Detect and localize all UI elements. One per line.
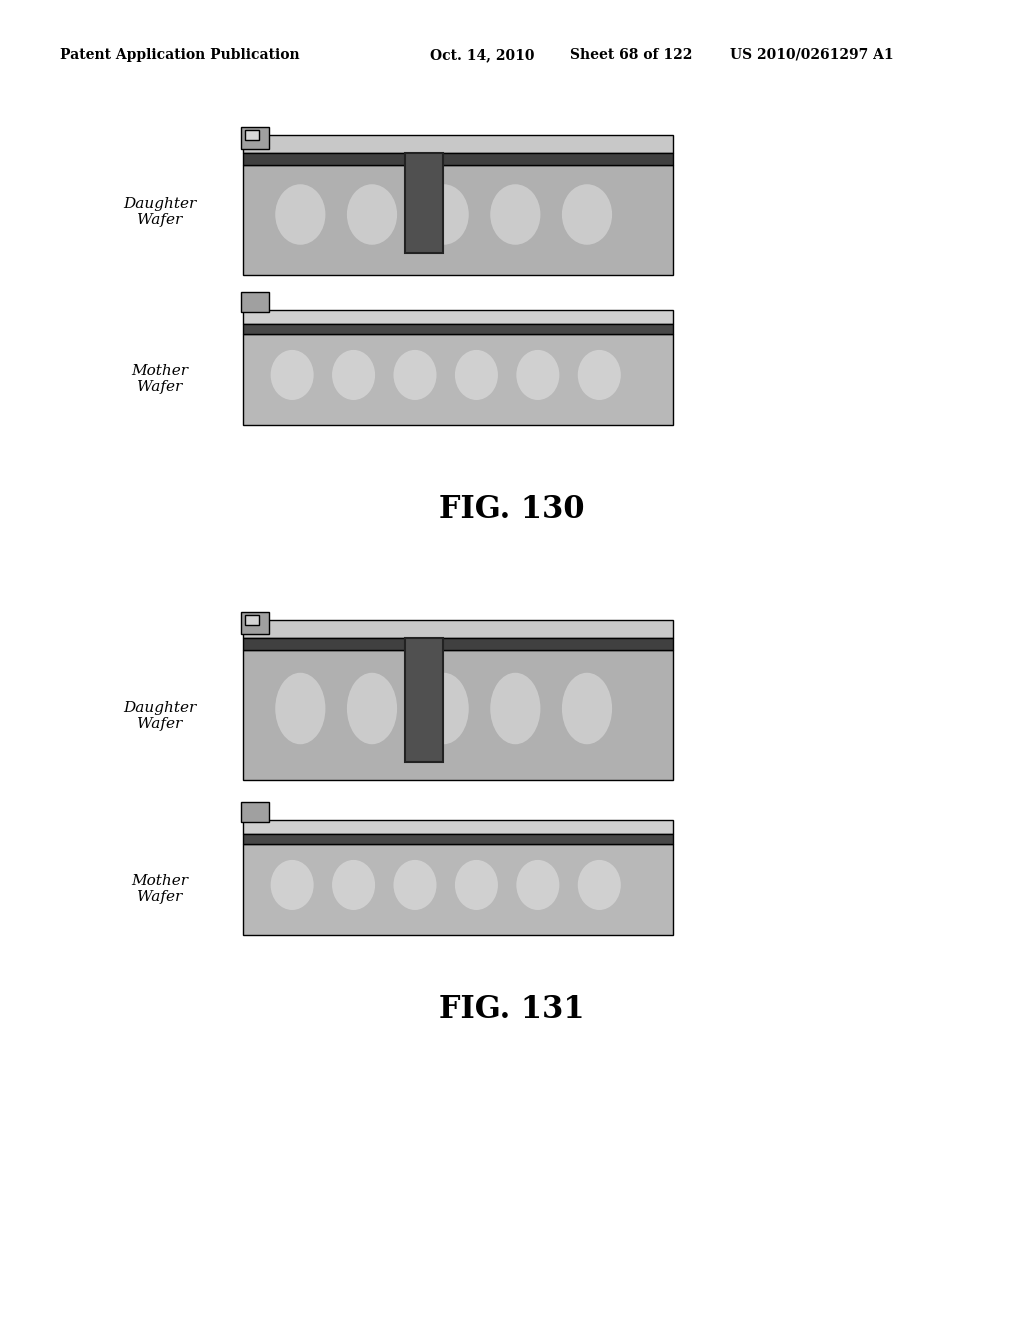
Ellipse shape: [455, 350, 498, 400]
Bar: [245, 615, 259, 624]
Bar: [404, 153, 442, 253]
Ellipse shape: [562, 673, 612, 744]
Bar: [243, 834, 673, 843]
Bar: [241, 612, 269, 634]
Bar: [243, 620, 673, 638]
Bar: [245, 129, 259, 140]
Bar: [243, 310, 673, 323]
Ellipse shape: [490, 185, 541, 244]
Text: Daughter
Wafer: Daughter Wafer: [123, 197, 197, 227]
Text: FIG. 130: FIG. 130: [439, 495, 585, 525]
Ellipse shape: [578, 350, 621, 400]
Ellipse shape: [332, 859, 375, 909]
Bar: [404, 638, 442, 762]
Ellipse shape: [516, 350, 559, 400]
Ellipse shape: [347, 673, 397, 744]
Text: Patent Application Publication: Patent Application Publication: [60, 48, 300, 62]
Text: Daughter
Wafer: Daughter Wafer: [123, 701, 197, 731]
Ellipse shape: [578, 859, 621, 909]
Ellipse shape: [419, 185, 469, 244]
Ellipse shape: [393, 859, 436, 909]
Ellipse shape: [270, 859, 313, 909]
Ellipse shape: [516, 859, 559, 909]
Ellipse shape: [332, 350, 375, 400]
Text: US 2010/0261297 A1: US 2010/0261297 A1: [730, 48, 894, 62]
Bar: [243, 649, 673, 780]
Ellipse shape: [275, 673, 326, 744]
Bar: [241, 803, 269, 822]
Ellipse shape: [455, 859, 498, 909]
Bar: [241, 292, 269, 312]
Bar: [243, 820, 673, 834]
Ellipse shape: [419, 673, 469, 744]
Bar: [243, 135, 673, 153]
Ellipse shape: [393, 350, 436, 400]
Ellipse shape: [347, 185, 397, 244]
Bar: [243, 638, 673, 649]
Ellipse shape: [490, 673, 541, 744]
Ellipse shape: [562, 185, 612, 244]
Text: FIG. 131: FIG. 131: [439, 994, 585, 1026]
Text: Mother
Wafer: Mother Wafer: [131, 874, 188, 904]
Bar: [243, 334, 673, 425]
Ellipse shape: [275, 185, 326, 244]
Ellipse shape: [270, 350, 313, 400]
Bar: [243, 165, 673, 275]
Bar: [243, 323, 673, 334]
Text: Mother
Wafer: Mother Wafer: [131, 364, 188, 395]
Bar: [243, 153, 673, 165]
Text: Sheet 68 of 122: Sheet 68 of 122: [570, 48, 692, 62]
Bar: [243, 843, 673, 935]
Text: Oct. 14, 2010: Oct. 14, 2010: [430, 48, 535, 62]
Bar: [241, 127, 269, 149]
